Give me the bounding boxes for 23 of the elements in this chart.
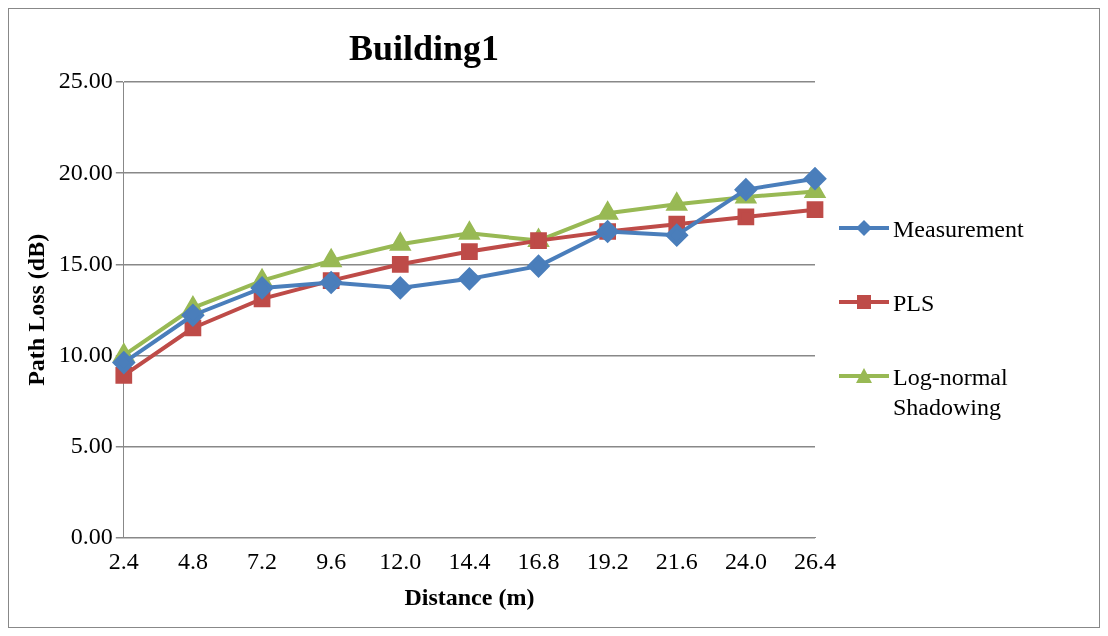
x-tick-label: 16.8 [517,548,560,575]
legend-label: Log-normal Shadowing [893,363,1009,422]
y-tick-label: 0.00 [70,522,113,549]
x-tick-label: 26.4 [794,548,836,575]
legend-label: Measurement [893,215,1024,244]
x-tick-label: 12.0 [379,548,422,575]
y-axis-title: Path Loss (dB) [22,233,49,386]
y-tick-label: 5.00 [70,431,113,458]
x-tick-label: 24.0 [724,548,767,575]
legend-label: PLS [893,289,935,318]
y-tick-label: 25.00 [58,67,113,94]
x-tick-label: 19.2 [586,548,629,575]
x-tick-label: 7.2 [247,548,278,575]
x-tick-label: 4.8 [177,548,208,575]
x-tick-label: 2.4 [108,548,139,575]
x-tick-label: 14.4 [448,548,491,575]
chart-title: Building1 [348,27,500,68]
x-axis-title: Distance (m) [404,583,535,610]
y-tick-label: 10.00 [58,340,113,367]
y-tick-label: 20.00 [58,158,113,185]
x-tick-label: 9.6 [316,548,347,575]
y-tick-label: 15.00 [58,249,113,276]
x-tick-label: 21.6 [655,548,698,575]
